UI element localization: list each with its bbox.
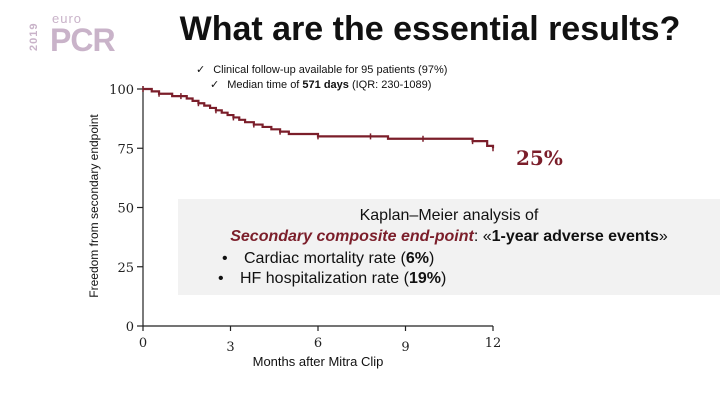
note-line-2-suffix: (IQR: 230-1089): [348, 79, 432, 91]
header: 2019 euro PCR What are the essential res…: [0, 0, 720, 62]
summary-line-2-end: »: [658, 228, 668, 245]
y-tick-label: 50: [117, 202, 134, 217]
summary-bullets: • Cardiac mortality rate (6%) • HF hospita…: [218, 249, 446, 289]
bullet-1-prefix: Cardiac mortality rate (: [244, 250, 406, 267]
note-line-1: ✓ Clinical follow-up available for 95 pat…: [196, 63, 447, 78]
bullet-hf-hospitalization: • HF hospitalization rate (19%): [218, 269, 446, 289]
summary-line-2-bold: 1-year adverse events: [491, 228, 659, 245]
summary-line-2: Secondary composite end-point: «1-year a…: [178, 228, 720, 246]
logo-euro-text: euro: [52, 11, 83, 26]
summary-line-1: Kaplan–Meier analysis of: [359, 207, 539, 224]
check-icon: ✓: [210, 79, 220, 91]
bullet-1-suffix: ): [428, 250, 435, 267]
bullet-2-value: 19%: [408, 270, 441, 287]
y-axis-title: Freedom from secondary endpoint: [87, 114, 101, 298]
y-tick-label: 25: [117, 261, 134, 276]
bullet-2-prefix: HF hospitalization rate (: [240, 270, 409, 287]
bullet-cardiac-mortality: • Cardiac mortality rate (6%): [218, 249, 446, 269]
km-survival-line: [143, 87, 495, 149]
note-line-1-text: Clinical follow-up available for 95 pati…: [213, 64, 448, 76]
x-tick-label: 12: [485, 336, 502, 351]
bullet-dot: •: [218, 270, 224, 287]
x-tick-label: 9: [401, 340, 409, 355]
page-title: What are the essential results?: [179, 10, 681, 48]
note-line-2-bold: 571 days: [302, 79, 349, 91]
summary-box: Kaplan–Meier analysis of Secondary compo…: [178, 199, 720, 295]
x-ticks: 0 3 6 9 12: [139, 326, 501, 355]
x-axis-title: Months after Mitra Clip: [253, 354, 384, 369]
europcr-logo: 2019 euro PCR: [14, 6, 134, 58]
y-tick-label: 100: [109, 83, 134, 98]
logo-pcr-text: PCR: [50, 22, 116, 58]
bullet-1-value: 6%: [405, 250, 429, 267]
summary-line-2-mid: : «: [473, 228, 492, 245]
x-tick-label: 3: [226, 340, 234, 355]
endpoint-name: Secondary composite end-point: [230, 228, 474, 245]
final-event-rate: 25%: [516, 146, 563, 170]
note-line-2-prefix: Median time of: [227, 79, 303, 91]
y-tick-label: 0: [126, 320, 134, 335]
check-icon: ✓: [196, 64, 206, 76]
x-tick-label: 0: [139, 336, 147, 351]
censor-marks: [142, 86, 494, 152]
follow-up-notes: ✓ Clinical follow-up available for 95 pat…: [196, 63, 447, 93]
x-tick-label: 6: [314, 336, 322, 351]
y-tick-label: 75: [117, 142, 134, 157]
note-line-2: ✓ Median time of 571 days (IQR: 230-1089): [196, 78, 447, 93]
y-ticks: 0 25 50 75 100: [109, 83, 143, 335]
bullet-dot: •: [222, 250, 228, 267]
bullet-2-suffix: ): [441, 270, 447, 287]
